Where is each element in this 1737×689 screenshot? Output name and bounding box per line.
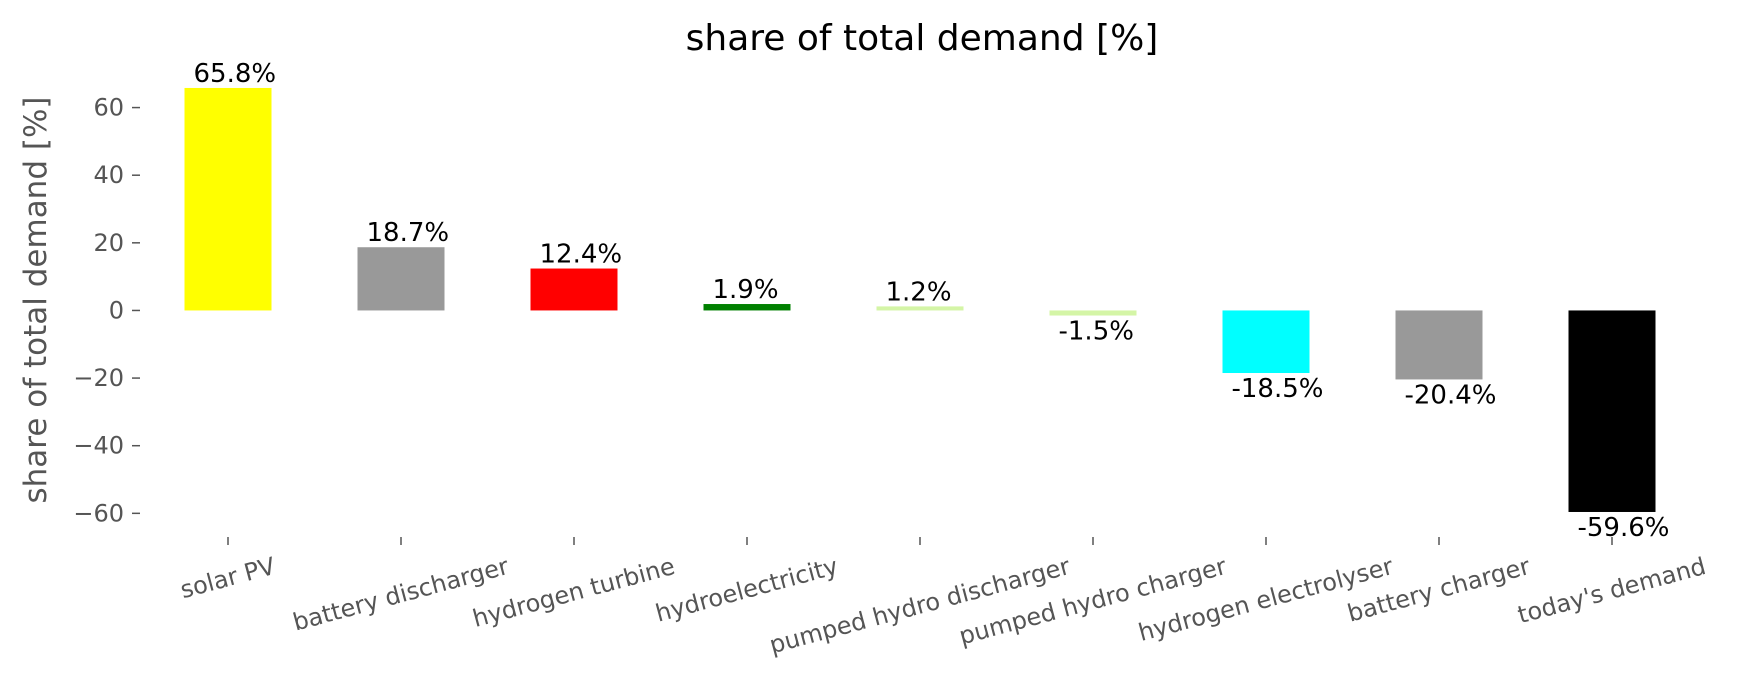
y-tick-label: 20 [93,229,124,257]
x-tick-label: hydroelectricity [653,552,841,628]
value-label: 65.8% [194,59,277,89]
value-label: -1.5% [1059,317,1134,347]
bar [1049,310,1137,316]
value-label: -18.5% [1232,374,1324,404]
bar [1568,310,1656,512]
y-tick-label: −40 [73,432,124,460]
x-tick-label: solar PV [177,552,278,604]
value-label: -59.6% [1578,513,1670,543]
value-label: -20.4% [1405,380,1497,410]
y-tick-label: 40 [93,161,124,189]
y-tick-label: 60 [93,94,124,122]
value-label: 18.7% [367,218,450,248]
bar [703,304,791,311]
value-label: 1.2% [886,277,952,307]
y-axis-label: share of total demand [%] [18,96,54,503]
y-tick-label: −20 [73,364,124,392]
bar [530,268,618,311]
bar [357,247,445,311]
value-label: 1.9% [713,275,779,305]
bar [1395,310,1483,380]
y-tick-label: 0 [109,296,124,324]
value-label: 12.4% [540,240,623,270]
bar [876,306,964,311]
x-tick-label: today's demand [1515,552,1709,629]
bar [184,87,272,311]
chart-title: share of total demand [%] [686,18,1159,59]
bar [1222,310,1310,374]
y-tick-label: −60 [73,499,124,527]
x-tick-label: pumped hydro charger [956,552,1229,650]
